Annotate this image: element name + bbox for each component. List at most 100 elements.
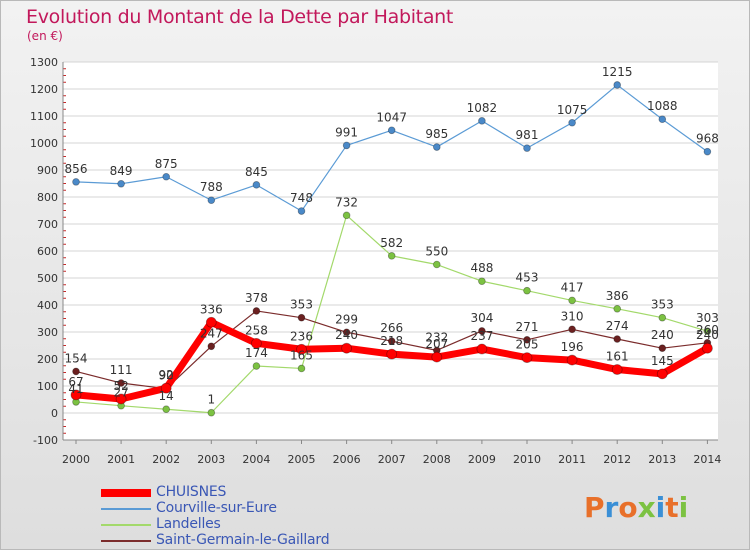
data-point: [478, 327, 486, 335]
data-label: 41: [68, 382, 83, 396]
x-tick-label: 2004: [242, 453, 270, 466]
y-tick-label: 200: [37, 353, 58, 366]
data-label: 145: [651, 354, 674, 368]
data-point: [341, 342, 353, 354]
data-label: 310: [561, 309, 584, 323]
data-label: 258: [245, 323, 268, 337]
data-label: 161: [606, 350, 629, 364]
data-label: 582: [380, 236, 403, 250]
data-label: 748: [290, 191, 313, 205]
data-point: [476, 343, 488, 355]
data-point: [250, 337, 262, 349]
data-label: 353: [290, 298, 313, 312]
data-label: 92: [159, 368, 174, 382]
logo-letter: x: [637, 491, 656, 524]
data-point: [386, 348, 398, 360]
x-tick-label: 2001: [107, 453, 135, 466]
data-label: 991: [335, 125, 358, 139]
y-tick-label: 1000: [30, 137, 58, 150]
x-tick-label: 2010: [513, 453, 541, 466]
data-point: [205, 316, 217, 328]
x-tick-label: 2000: [62, 453, 90, 466]
data-label: 550: [425, 245, 448, 259]
y-tick-label: 700: [37, 218, 58, 231]
chart-title: Evolution du Montant de la Dette par Hab…: [26, 6, 454, 28]
data-point: [207, 342, 216, 351]
data-label: 985: [425, 127, 448, 141]
data-point: [70, 389, 82, 401]
data-point: [117, 379, 125, 387]
data-label: 90: [159, 369, 174, 383]
logo-letter: t: [665, 491, 679, 524]
data-point: [297, 207, 306, 215]
data-label: 453: [516, 271, 539, 285]
data-point: [568, 296, 576, 305]
data-point: [160, 382, 172, 394]
legend-label-chuisnes: CHUISNES: [156, 484, 227, 500]
data-label: 274: [606, 319, 629, 333]
data-label: 417: [561, 280, 584, 294]
data-point: [478, 117, 486, 125]
x-tick-label: 2007: [378, 453, 406, 466]
x-tick-label: 2014: [693, 453, 721, 466]
data-point: [162, 172, 171, 181]
data-point: [703, 147, 712, 156]
data-point: [613, 335, 621, 343]
legend-swatch-chuisnes: [101, 489, 151, 497]
data-point: [566, 354, 578, 366]
data-point: [342, 211, 351, 220]
data-label: 27: [113, 386, 128, 400]
legend-label-saint-germain: Saint-Germain-le-Gaillard: [156, 532, 330, 548]
data-label: 207: [425, 337, 448, 351]
data-point: [387, 337, 396, 345]
legend-swatch-courville: [101, 508, 151, 510]
chart-subtitle: (en €): [27, 29, 63, 43]
data-point: [207, 196, 216, 205]
data-point: [613, 304, 621, 313]
data-point: [115, 393, 127, 405]
x-tick-label: 2005: [288, 453, 316, 466]
data-point: [658, 115, 667, 124]
data-label: 218: [380, 334, 403, 348]
data-point: [297, 313, 306, 322]
y-tick-label: -100: [33, 434, 58, 447]
data-label: 240: [696, 328, 719, 342]
data-label: 1075: [557, 103, 588, 117]
data-label: 196: [561, 340, 584, 354]
data-label: 981: [516, 128, 539, 142]
legend-swatch-saint-germain: [101, 540, 151, 542]
logo-letter: i: [655, 491, 666, 524]
y-tick-label: 500: [37, 272, 58, 285]
data-label: 247: [200, 326, 223, 340]
data-point: [658, 313, 667, 322]
data-point: [702, 342, 713, 354]
data-point: [568, 325, 576, 334]
data-point: [431, 351, 443, 363]
data-point: [72, 178, 80, 186]
data-label: 1215: [602, 65, 633, 79]
data-point: [523, 144, 531, 152]
data-label: 271: [516, 320, 539, 334]
x-tick-label: 2008: [423, 453, 451, 466]
data-label: 266: [380, 321, 403, 335]
data-label: 845: [245, 165, 268, 179]
logo-letter: P: [584, 491, 605, 524]
data-label: 386: [606, 289, 629, 303]
data-point: [432, 143, 441, 151]
y-tick-label: 600: [37, 245, 58, 258]
data-label: 1088: [647, 99, 678, 113]
x-tick-label: 2009: [468, 453, 496, 466]
data-label: 353: [651, 298, 674, 312]
data-point: [207, 408, 216, 417]
data-point: [387, 126, 396, 135]
data-label: 1047: [376, 110, 407, 124]
data-label: 788: [200, 180, 223, 194]
x-tick-label: 2006: [333, 453, 361, 466]
x-tick-label: 2011: [558, 453, 586, 466]
data-point: [658, 344, 667, 353]
y-tick-label: 300: [37, 326, 58, 339]
data-label: 205: [516, 338, 539, 352]
data-point: [703, 327, 712, 335]
